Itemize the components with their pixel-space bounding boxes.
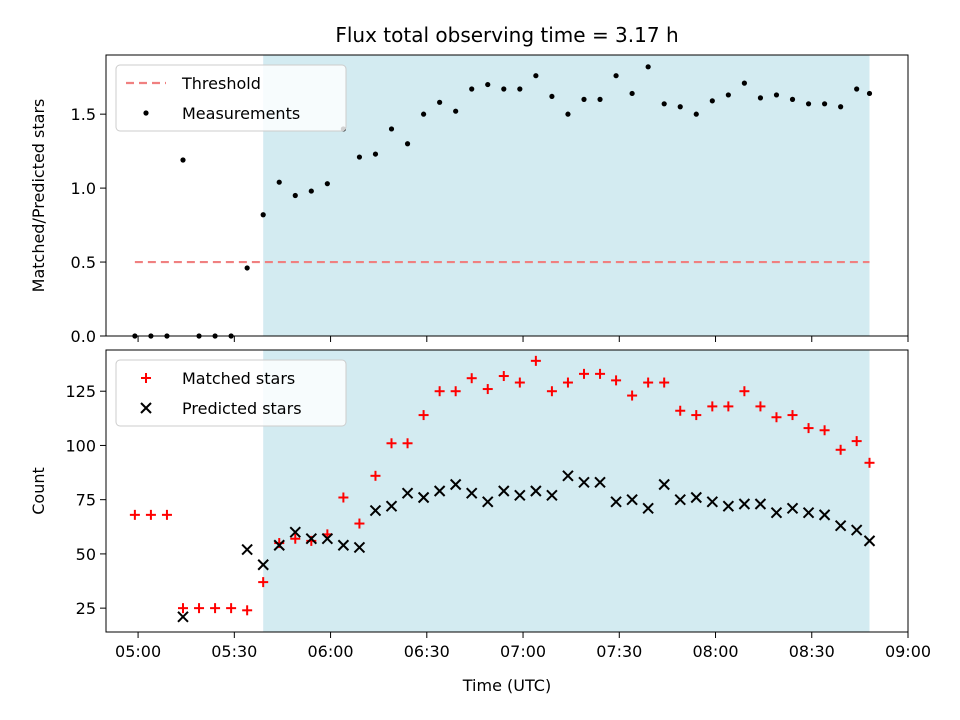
- matched-star-point: [194, 603, 204, 613]
- measurement-point: [710, 98, 715, 103]
- x-tick-label: 05:00: [115, 642, 161, 661]
- measurement-point: [662, 101, 667, 106]
- observing-window-band: [263, 55, 869, 336]
- x-tick-label: 08:00: [692, 642, 738, 661]
- measurement-point: [309, 188, 314, 193]
- y-tick-label: 0.5: [71, 253, 96, 272]
- matched-star-point: [242, 605, 252, 615]
- ratio-panel: 0.0 0.5 1.0 1.5 Matched/Predicted stars Thres…: [29, 55, 908, 346]
- measurement-point: [758, 95, 763, 100]
- matched-star-point: [210, 603, 220, 613]
- measurement-point: [867, 91, 872, 96]
- measurement-point: [501, 86, 506, 91]
- flux-chart: Flux total observing time = 3.17 h 0.00.…: [0, 0, 960, 720]
- x-tick-label: 08:30: [789, 642, 835, 661]
- y-tick-label: 50: [76, 545, 96, 564]
- count-panel: 25 50 75 100 125 05:00 05:30 06:00 06:30 07:00 07:…: [29, 350, 931, 661]
- x-axis-label: Time (UTC): [462, 676, 551, 695]
- y-tick-label: 0.0: [71, 327, 96, 346]
- measurement-point: [581, 97, 586, 102]
- measurement-point: [277, 180, 282, 185]
- measurement-point: [533, 73, 538, 78]
- measurement-point: [453, 109, 458, 114]
- measurement-point: [694, 112, 699, 117]
- measurement-point: [485, 82, 490, 87]
- measurement-point: [630, 91, 635, 96]
- y-tick-label: 1.5: [71, 105, 96, 124]
- matched-star-point: [130, 510, 140, 520]
- measurement-point: [646, 64, 651, 69]
- observing-window-band: [263, 350, 869, 632]
- measurement-point: [742, 81, 747, 86]
- measurement-point: [613, 73, 618, 78]
- y-axis-label: Count: [29, 467, 48, 515]
- y-tick-label: 100: [65, 436, 96, 455]
- legend-measurement-swatch: [143, 110, 148, 115]
- measurement-point: [405, 141, 410, 146]
- measurement-point: [357, 154, 362, 159]
- measurement-point: [854, 86, 859, 91]
- measurement-point: [517, 86, 522, 91]
- legend: Matched stars Predicted stars: [116, 360, 346, 426]
- x-tick-label: 05:30: [211, 642, 257, 661]
- measurement-point: [597, 97, 602, 102]
- measurement-point: [774, 92, 779, 97]
- matched-star-point: [162, 510, 172, 520]
- matched-star-point: [146, 510, 156, 520]
- measurement-point: [790, 97, 795, 102]
- y-tick-label: 1.0: [71, 179, 96, 198]
- y-tick-label: 25: [76, 599, 96, 618]
- predicted-star-point: [242, 545, 252, 555]
- measurement-point: [389, 126, 394, 131]
- measurement-point: [469, 86, 474, 91]
- legend-label: Threshold: [181, 74, 261, 93]
- measurement-point: [549, 94, 554, 99]
- measurement-point: [373, 151, 378, 156]
- measurement-point: [806, 101, 811, 106]
- predicted-star-point: [178, 612, 188, 622]
- measurement-point: [261, 212, 266, 217]
- measurement-point: [838, 104, 843, 109]
- measurement-point: [437, 100, 442, 105]
- measurement-point: [180, 157, 185, 162]
- chart-title: Flux total observing time = 3.17 h: [335, 23, 678, 47]
- x-tick-label: 06:00: [308, 642, 354, 661]
- y-tick-label: 125: [65, 382, 96, 401]
- x-tick-label: 07:00: [500, 642, 546, 661]
- legend-label: Predicted stars: [182, 399, 302, 418]
- y-tick-label: 75: [76, 491, 96, 510]
- measurement-point: [245, 265, 250, 270]
- measurement-point: [325, 181, 330, 186]
- measurement-point: [726, 92, 731, 97]
- matched-star-point: [178, 603, 188, 613]
- matched-star-point: [226, 603, 236, 613]
- x-tick-label: 07:30: [596, 642, 642, 661]
- measurement-point: [565, 112, 570, 117]
- x-tick-label: 06:30: [404, 642, 450, 661]
- measurement-point: [293, 193, 298, 198]
- x-tick-label: 09:00: [885, 642, 931, 661]
- measurement-point: [678, 104, 683, 109]
- legend-label: Measurements: [182, 104, 300, 123]
- measurement-point: [822, 101, 827, 106]
- measurement-point: [421, 112, 426, 117]
- y-axis-label: Matched/Predicted stars: [29, 99, 48, 293]
- legend: Threshold Measurements: [116, 65, 346, 131]
- legend-label: Matched stars: [182, 369, 295, 388]
